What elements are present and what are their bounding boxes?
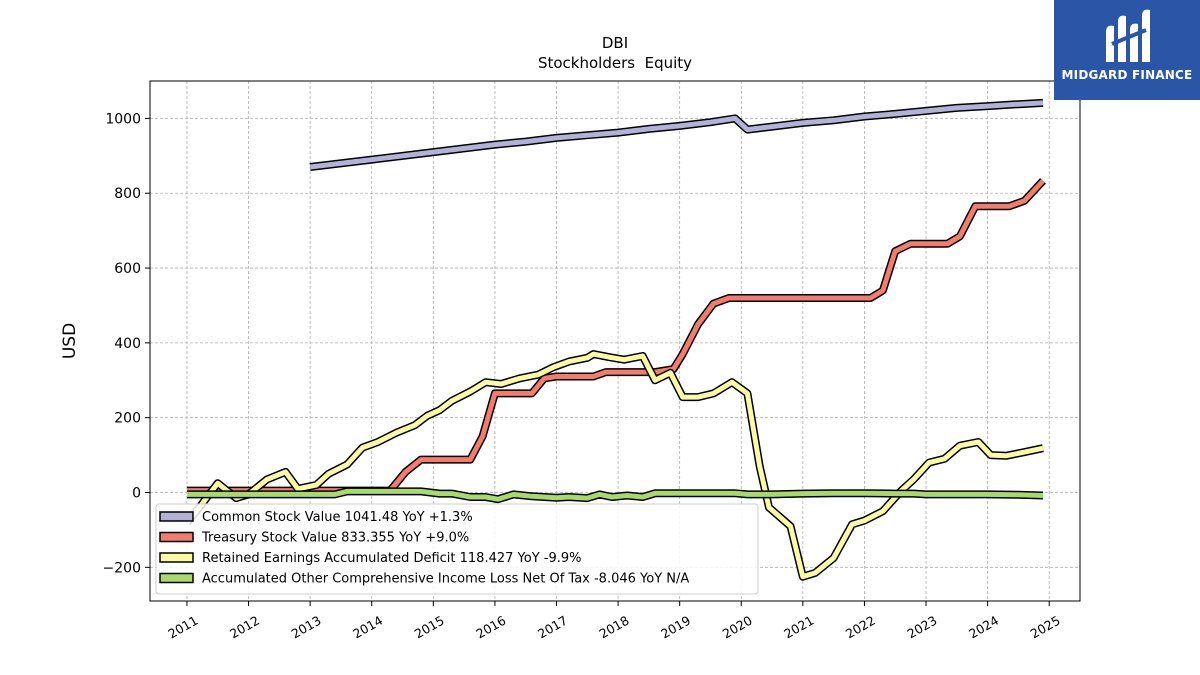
legend-entry-label: Retained Earnings Accumulated Deficit 11… [202, 551, 581, 566]
legend-entry-label: Common Stock Value 1041.48 YoY +1.3% [202, 510, 473, 525]
y-tick-label: 600 [114, 261, 141, 277]
midgard-logo-icon [1106, 9, 1150, 63]
x-tick-label: 2012 [227, 613, 262, 642]
legend-swatch [159, 572, 194, 584]
legend-swatch [159, 531, 194, 543]
chart-subtitle: Stockholders Equity [538, 54, 692, 72]
chart-title: DBI [602, 34, 628, 52]
legend: Common Stock Value 1041.48 YoY +1.3% Trea… [155, 503, 759, 595]
x-tick-label: 2013 [289, 613, 324, 642]
y-tick-label: 800 [114, 186, 141, 202]
legend-entry-label: Treasury Stock Value 833.355 YoY +9.0% [201, 531, 469, 546]
x-tick-label: 2025 [1028, 613, 1063, 642]
x-tick-label: 2019 [658, 613, 693, 642]
x-tick-label: 2021 [781, 613, 816, 642]
x-tick-label: 2016 [473, 613, 508, 642]
x-tick-label: 2020 [720, 613, 755, 642]
y-tick-label: 0 [132, 486, 141, 502]
midgard-finance-logo: MIDGARD FINANCE [1054, 0, 1200, 100]
x-tick-label: 2011 [165, 613, 200, 642]
logo-text: MIDGARD FINANCE [1061, 68, 1193, 82]
y-axis-label: USD [60, 323, 80, 359]
legend-entry-label: Accumulated Other Comprehensive Income L… [202, 572, 689, 587]
series-layer [183, 98, 1046, 581]
x-tick-label: 2015 [412, 613, 447, 642]
legend-box [155, 503, 759, 595]
series-0-line [309, 100, 1044, 170]
legend-swatch [159, 552, 194, 563]
x-tick-label: 2017 [535, 613, 570, 642]
x-tick-label: 2018 [597, 613, 632, 642]
legend-swatch [159, 511, 194, 522]
plot-frame [149, 80, 1081, 602]
x-tick-label: 2014 [350, 613, 385, 642]
x-tick-label: 2022 [843, 613, 878, 642]
y-tick-label: −200 [103, 560, 141, 576]
series-1-line [187, 179, 1045, 494]
y-tick-label: 200 [114, 411, 141, 427]
x-tick-label: 2024 [966, 613, 1001, 642]
y-tick-label: 400 [114, 336, 141, 352]
x-tick-label: 2023 [904, 613, 939, 642]
series-3-line [187, 488, 1044, 502]
y-tick-label: 1000 [105, 111, 141, 127]
